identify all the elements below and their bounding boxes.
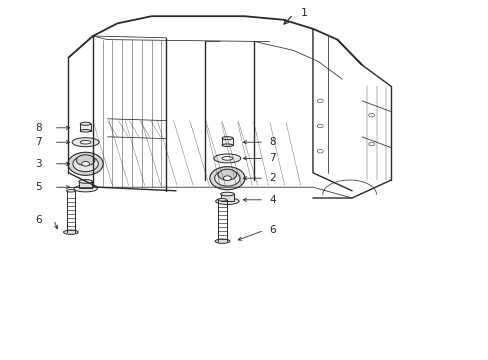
Ellipse shape [79, 180, 92, 183]
Text: 8: 8 [35, 123, 41, 133]
Text: 3: 3 [35, 159, 41, 169]
Bar [79, 181, 92, 188]
Ellipse shape [222, 157, 232, 160]
Ellipse shape [66, 190, 75, 192]
Text: 4: 4 [268, 195, 275, 205]
Ellipse shape [74, 185, 97, 192]
Ellipse shape [220, 192, 234, 196]
Text: 5: 5 [35, 182, 41, 192]
Ellipse shape [209, 167, 244, 190]
Ellipse shape [68, 152, 103, 175]
Bar [222, 138, 232, 145]
Ellipse shape [222, 144, 232, 147]
Ellipse shape [215, 239, 229, 243]
Ellipse shape [63, 230, 78, 234]
Text: 7: 7 [268, 153, 275, 163]
Text: 8: 8 [268, 137, 275, 147]
Bar [80, 124, 91, 131]
Bar [220, 194, 234, 201]
Text: 6: 6 [35, 215, 41, 225]
Text: 1: 1 [300, 8, 307, 18]
Text: 7: 7 [35, 137, 41, 147]
Ellipse shape [222, 137, 232, 140]
Ellipse shape [223, 176, 231, 181]
Ellipse shape [72, 138, 99, 147]
Ellipse shape [73, 156, 98, 172]
Ellipse shape [80, 122, 91, 125]
Ellipse shape [215, 198, 239, 204]
Ellipse shape [218, 169, 236, 180]
Text: 6: 6 [268, 225, 275, 235]
Ellipse shape [80, 140, 91, 144]
Ellipse shape [214, 154, 240, 163]
Ellipse shape [80, 130, 91, 132]
Ellipse shape [81, 161, 89, 166]
Ellipse shape [214, 170, 240, 186]
Ellipse shape [76, 155, 95, 166]
Text: 2: 2 [268, 173, 275, 183]
Ellipse shape [218, 199, 226, 201]
